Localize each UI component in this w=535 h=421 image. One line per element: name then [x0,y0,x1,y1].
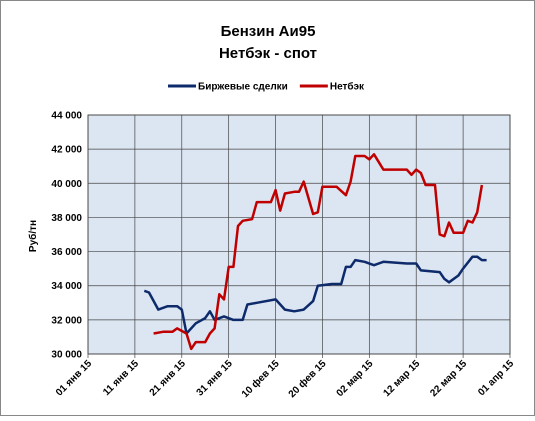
y-tick-label: 30 000 [51,350,82,361]
legend-label: Нетбэк [330,81,365,93]
y-axis-label: Руб/тн [27,220,39,252]
y-tick-label: 40 000 [51,179,82,190]
y-tick-label: 38 000 [51,213,82,224]
y-tick-label: 42 000 [51,145,82,156]
y-tick-label: 36 000 [51,247,82,258]
series-line [143,255,487,335]
chart-title: Бензин Аи95 [221,23,316,40]
y-tick-label: 34 000 [51,281,82,292]
chart-subtitle: Нетбэк - спот [219,45,317,62]
y-tick-label: 44 000 [51,111,82,122]
y-tick-label: 32 000 [51,315,82,326]
legend-label: Биржевые сделки [198,82,288,93]
plot-area [87,114,511,355]
series-line [153,153,484,351]
